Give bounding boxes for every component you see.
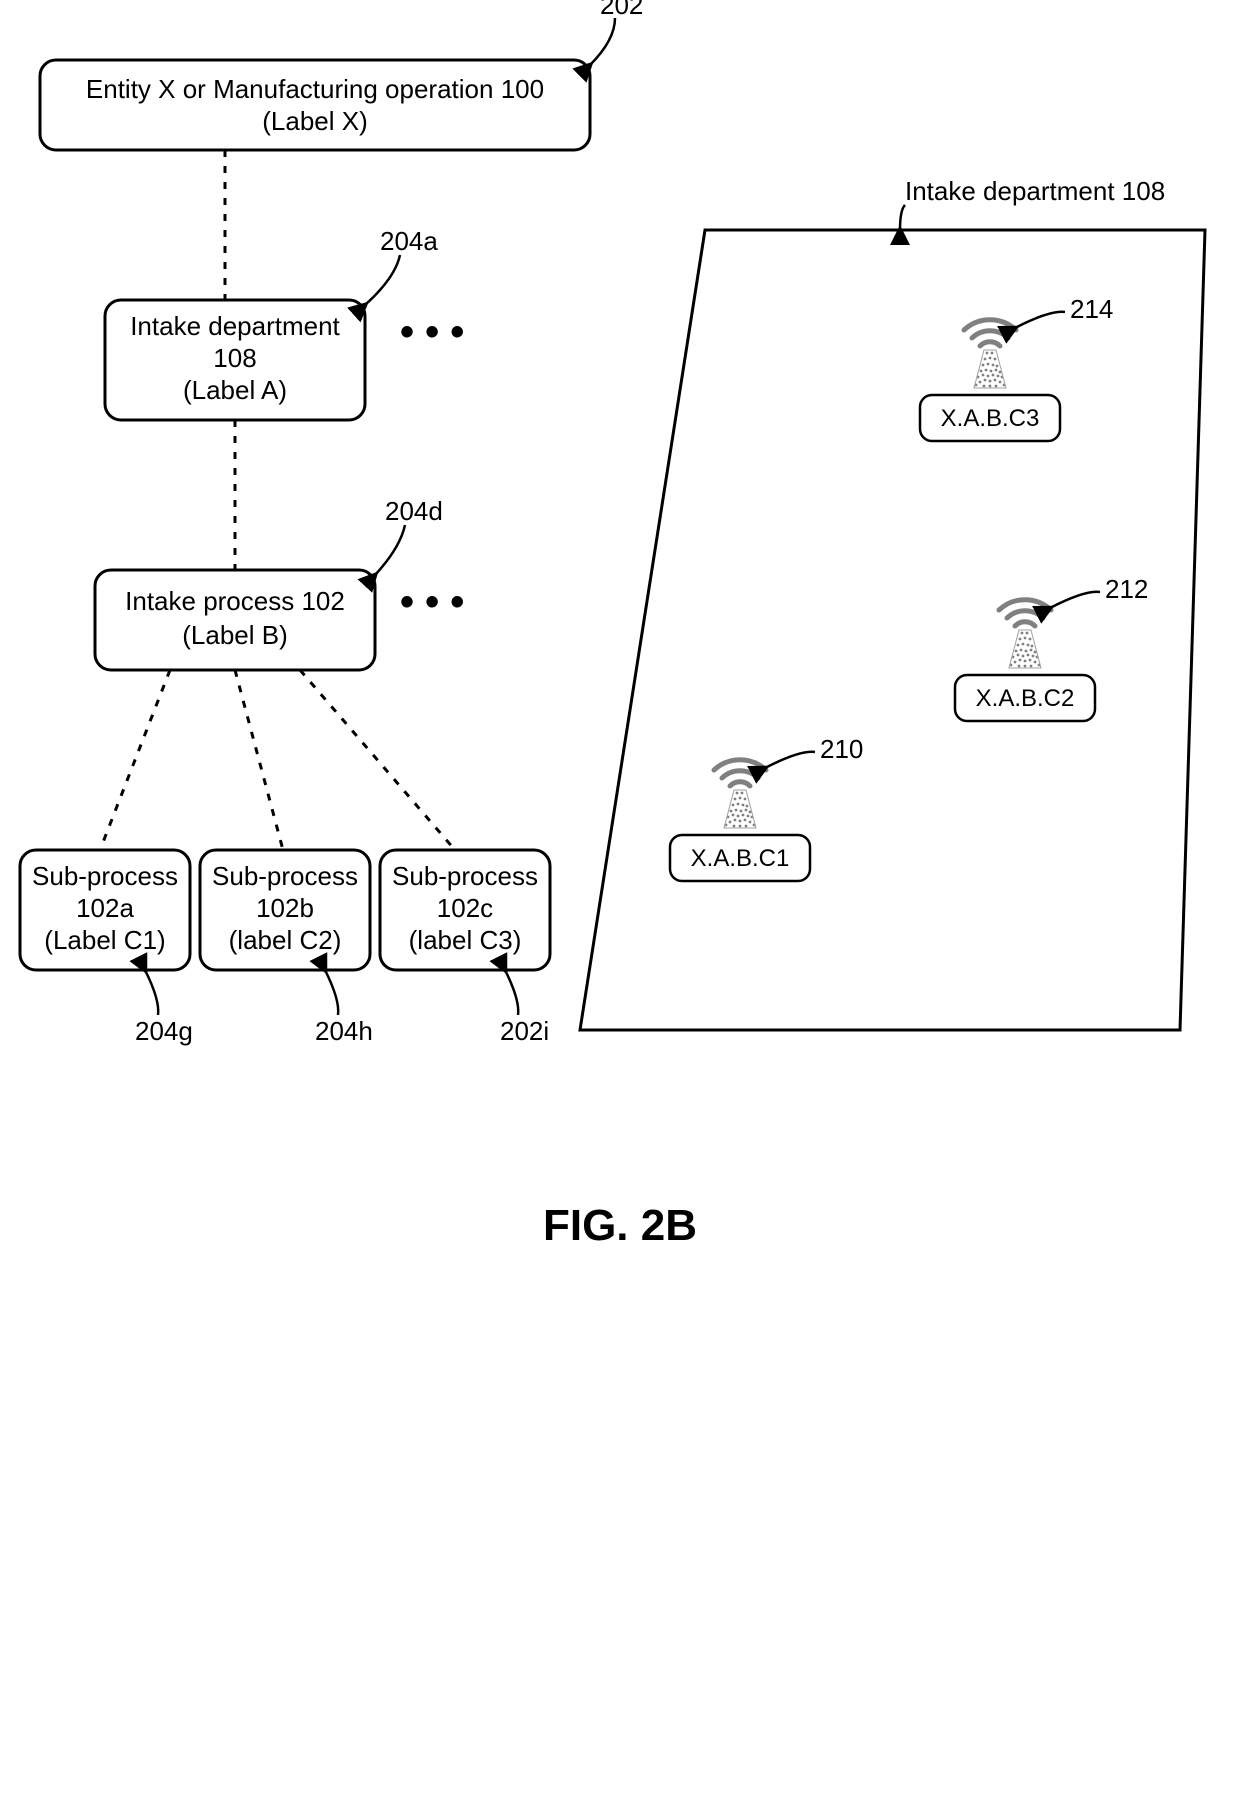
leader-212 <box>1050 592 1100 608</box>
dept-line3: (Label A) <box>183 375 287 405</box>
svg-text:Sub-process: Sub-process <box>212 861 358 891</box>
process-line1: Intake process 102 <box>125 586 345 616</box>
svg-text:X.A.B.C3: X.A.B.C3 <box>941 405 1040 432</box>
ref-202: 202 <box>600 0 643 20</box>
dept-line2: 108 <box>213 343 256 373</box>
entity-x-line2: (Label X) <box>262 106 368 136</box>
dept-ellipsis: • • • <box>400 310 464 354</box>
leader-210 <box>765 752 815 768</box>
ref-204d: 204d <box>385 496 443 526</box>
svg-text:Sub-process: Sub-process <box>32 861 178 891</box>
leader-214 <box>1015 312 1065 328</box>
beacon-c2: X.A.B.C2 <box>955 600 1095 721</box>
ref-212: 212 <box>1105 574 1148 604</box>
leader-202 <box>590 18 615 65</box>
node-entity-x: Entity X or Manufacturing operation 100 … <box>40 60 590 150</box>
edge-proc-sp3 <box>300 670 455 850</box>
svg-text:(label C3): (label C3) <box>409 925 522 955</box>
svg-text:Sub-process: Sub-process <box>392 861 538 891</box>
svg-text:102c: 102c <box>437 893 493 923</box>
floor-plane <box>580 230 1205 1030</box>
leader-204g <box>145 970 158 1015</box>
process-ellipsis: • • • <box>400 580 464 624</box>
leader-202i <box>505 970 518 1015</box>
edge-proc-sp2 <box>235 670 283 850</box>
node-sp-c1: Sub-process 102a (Label C1) <box>20 850 190 970</box>
node-sp-c2: Sub-process 102b (label C2) <box>200 850 370 970</box>
svg-text:X.A.B.C1: X.A.B.C1 <box>691 845 790 872</box>
dept-line1: Intake department <box>130 311 340 341</box>
leader-204a <box>365 255 400 305</box>
edge-proc-sp1 <box>100 670 170 850</box>
ref-202i: 202i <box>500 1016 549 1046</box>
ref-210: 210 <box>820 734 863 764</box>
node-intake-dept: Intake department 108 (Label A) <box>105 300 365 420</box>
figure-caption: FIG. 2B <box>543 1201 697 1250</box>
entity-x-line1: Entity X or Manufacturing operation 100 <box>86 74 544 104</box>
beacon-c1: X.A.B.C1 <box>670 760 810 881</box>
leader-204d <box>375 525 405 575</box>
leader-floor-title <box>900 205 905 230</box>
ref-214: 214 <box>1070 294 1113 324</box>
beacon-c3: X.A.B.C3 <box>920 320 1060 441</box>
ref-204h: 204h <box>315 1016 373 1046</box>
svg-text:(label C2): (label C2) <box>229 925 342 955</box>
svg-text:X.A.B.C2: X.A.B.C2 <box>976 685 1075 712</box>
node-sp-c3: Sub-process 102c (label C3) <box>380 850 550 970</box>
node-intake-process: Intake process 102 (Label B) <box>95 570 375 670</box>
ref-204a: 204a <box>380 226 438 256</box>
ref-204g: 204g <box>135 1016 193 1046</box>
svg-text:102b: 102b <box>256 893 314 923</box>
process-line2: (Label B) <box>182 620 288 650</box>
floor-title: Intake department 108 <box>905 176 1165 206</box>
svg-text:(Label C1): (Label C1) <box>44 925 165 955</box>
svg-text:102a: 102a <box>76 893 134 923</box>
leader-204h <box>325 970 338 1015</box>
